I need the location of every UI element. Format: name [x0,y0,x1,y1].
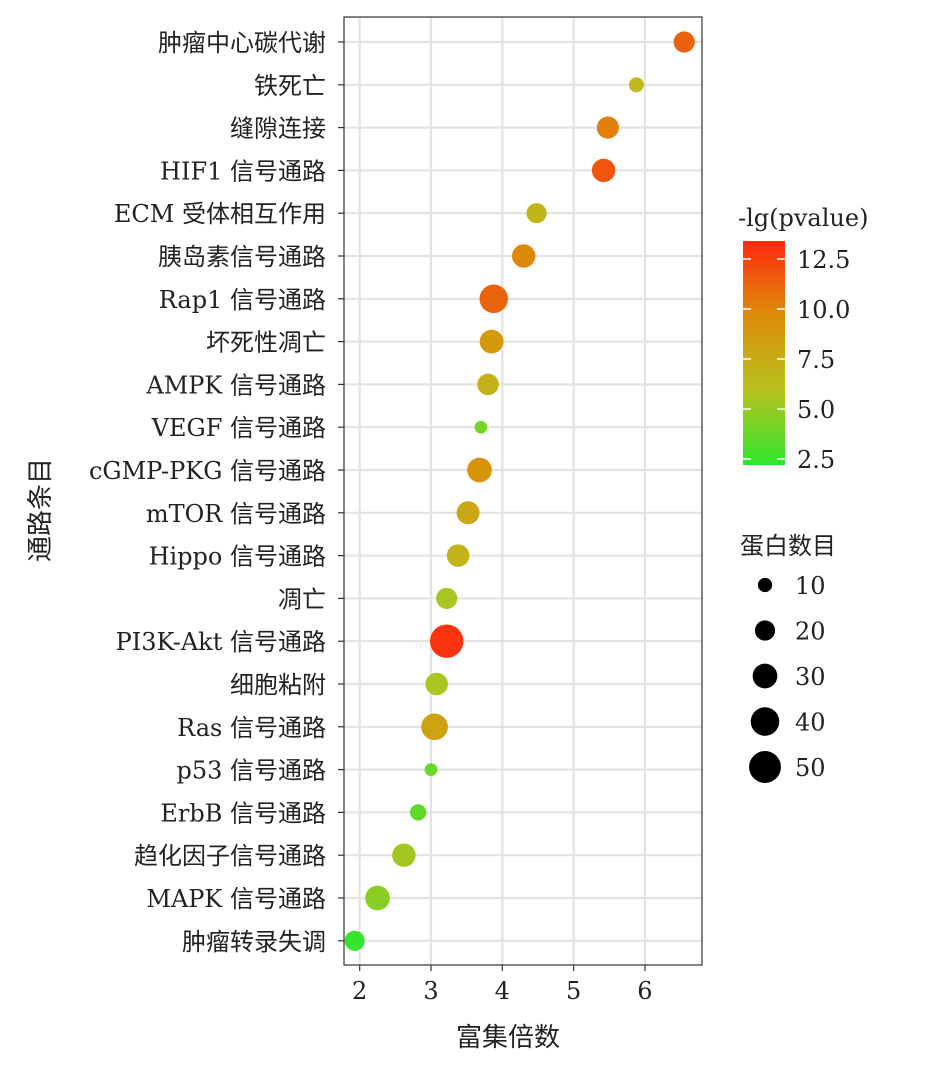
y-tick-label: ECM 受体相互作用 [114,200,326,228]
data-point [456,501,480,525]
y-tick-label: mTOR 信号通路 [146,500,326,528]
color-legend-title: -lg(pvalue) [738,204,868,232]
data-points [344,31,695,951]
size-legend-title: 蛋白数目 [740,532,836,560]
size-legend-label: 20 [795,618,826,646]
color-legend-label: 7.5 [797,346,835,374]
data-point [591,158,616,183]
y-tick-label: ErbB 信号通路 [160,799,326,827]
x-tick-label: 4 [495,977,510,1005]
data-point [596,116,619,139]
y-tick-label: 铁死亡 [254,72,326,100]
data-point [392,843,416,867]
data-point [479,329,504,354]
x-tick-label: 2 [352,977,367,1005]
data-point [425,672,448,696]
y-tick-label: p53 信号通路 [176,757,326,785]
data-point [436,587,458,609]
data-point [628,77,644,93]
size-legend-dot [749,751,781,783]
x-tick-label: 5 [566,977,581,1005]
y-tick-label: HIF1 信号通路 [160,157,326,185]
data-point [477,373,499,396]
color-legend-ticks: 12.5 10.0 7.5 5.0 2.5 [743,246,850,474]
y-tick-label: VEGF 信号通路 [151,414,326,442]
size-legend-dot [752,663,778,689]
y-tick-label: Ras 信号通路 [177,714,326,742]
size-legend-dot [750,707,780,736]
size-legend-label: 50 [795,754,826,782]
y-tick-label: 细胞粘附 [230,671,326,699]
data-point [474,420,488,434]
plot-panel [344,17,702,965]
size-legend-dot [757,577,773,593]
color-legend-label: 12.5 [797,246,850,274]
size-legend-label: 30 [795,663,826,691]
data-point [446,544,470,567]
size-legend-label: 40 [795,709,826,737]
data-point [421,713,448,741]
data-point [526,203,547,224]
x-tick-label: 6 [637,977,652,1005]
x-axis-title: 富集倍数 [456,1023,560,1053]
data-point [410,804,427,821]
data-point [467,457,492,483]
data-point [344,930,365,951]
data-point [429,624,464,658]
x-tick-label: 3 [423,977,438,1005]
y-tick-label: 肿瘤转录失调 [182,928,326,956]
color-scale-bar [743,241,785,465]
size-legend-dot [754,620,776,641]
y-tick-label: 坏死性凋亡 [206,329,326,357]
y-tick-label: 肿瘤中心碳代谢 [158,29,326,57]
x-axis: 2 3 4 5 6 [352,965,653,1005]
data-point [424,763,438,776]
size-legend-label: 10 [795,572,826,600]
y-tick-label: AMPK 信号通路 [145,371,326,399]
y-tick-label: 胰岛素信号通路 [158,243,326,271]
data-point [365,885,390,911]
y-tick-label: cGMP-PKG 信号通路 [89,457,326,485]
y-tick-label: PI3K-Akt 信号通路 [116,628,326,656]
y-axis-title: 通路条目 [26,458,56,562]
plot-border [343,16,703,966]
y-tick-label: 凋亡 [278,585,326,613]
data-point [673,31,695,53]
color-legend-label: 10.0 [797,296,850,324]
color-legend-label: 5.0 [797,396,835,424]
color-legend-label: 2.5 [797,446,835,474]
size-legend: 10 20 30 40 50 [749,572,826,783]
data-point [511,244,536,268]
y-tick-label: Hippo 信号通路 [149,543,326,571]
y-tick-label: MAPK 信号通路 [146,885,326,913]
y-tick-label: 缝隙连接 [230,115,326,143]
y-tick-label: 趋化因子信号通路 [134,842,326,870]
y-tick-label: Rap1 信号通路 [159,286,326,314]
data-point [479,284,509,314]
